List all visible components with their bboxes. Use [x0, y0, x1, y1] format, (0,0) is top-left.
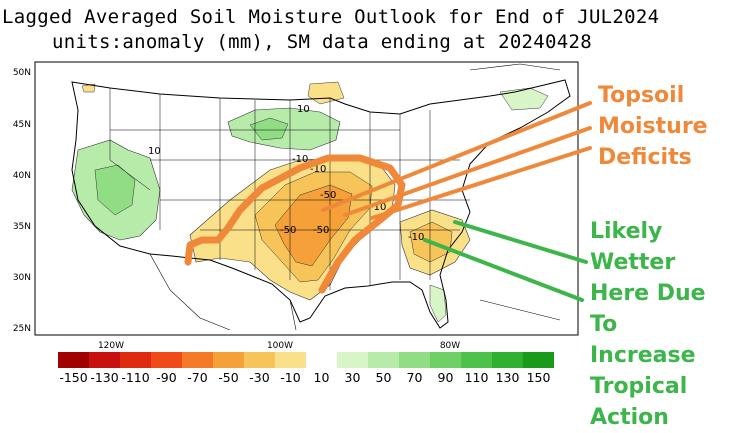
lon-label-120w: 120W — [98, 341, 124, 351]
lat-label-50n: 50N — [13, 68, 31, 78]
deficit-pointer-lines — [321, 101, 592, 220]
colorbar-tick-label: -70 — [187, 370, 207, 385]
colorbar-tick-label: -110 — [121, 370, 149, 385]
colorbar-swatch — [244, 352, 275, 368]
colorbar-swatch — [58, 352, 89, 368]
contour-labels: 10 -10 10 -10 -50 -50 -50 -10 -10 — [148, 104, 424, 243]
topsoil-deficit-callout: Topsoil Moisture Deficits — [598, 80, 708, 173]
colorbar-tick-label: 150 — [527, 370, 551, 385]
callout-line: Action — [590, 405, 669, 430]
colorbar-swatch — [461, 352, 492, 368]
colorbar-tick-label: -150 — [59, 370, 87, 385]
colorbar-tick-label: 130 — [496, 370, 520, 385]
neighbor-coastlines — [149, 63, 561, 331]
wetter-tropical-callout: Likely Wetter Here Due To Increase Tropi… — [590, 216, 739, 433]
lat-label-30n: 30N — [13, 273, 31, 283]
lat-label-25n: 25N — [13, 324, 31, 334]
map-title-line-2: units:anomaly (mm), SM data ending at 20… — [52, 31, 592, 53]
contour-label: 10 — [148, 146, 161, 157]
callout-line: Tropical — [590, 374, 688, 399]
florida-wet-area — [429, 284, 447, 323]
callout-line: Increase — [590, 343, 696, 368]
colorbar-swatch — [399, 352, 430, 368]
colorbar-tick-label: 110 — [465, 370, 489, 385]
colorbar-swatch — [213, 352, 244, 368]
colorbar-swatch — [492, 352, 523, 368]
colorbar-swatch — [337, 352, 368, 368]
callout-line: Likely Wetter — [590, 219, 676, 275]
colorbar: -150 -130 -110 -90 -70 -50 -30 -10 10 30 50 70 90 110… — [58, 352, 554, 385]
lat-label-35n: 35N — [13, 222, 31, 232]
latitude-labels: 50N 45N 40N 35N 30N 25N — [13, 68, 31, 334]
colorbar-swatch — [306, 352, 337, 368]
colorbar-tick-label: -30 — [249, 370, 269, 385]
north-wet-core-area — [249, 117, 289, 141]
colorbar-swatch — [89, 352, 120, 368]
callout-line: Moisture — [598, 114, 708, 139]
colorbar-swatch — [368, 352, 399, 368]
map-title-line-1: Lagged Averaged Soil Moisture Outlook fo… — [2, 6, 660, 28]
lon-label-80w: 80W — [440, 341, 460, 351]
soil-moisture-map: 50N 45N 40N 35N 30N 25N 120W 100W 80W 10… — [13, 61, 592, 385]
contour-label: 10 — [297, 104, 310, 115]
colorbar-swatch — [120, 352, 151, 368]
northeast-wet-area — [499, 87, 549, 111]
wetter-pointer-lines — [423, 220, 588, 302]
contour-label: -50 — [280, 225, 296, 236]
colorbar-swatch — [182, 352, 213, 368]
colorbar-swatch — [151, 352, 182, 368]
callout-line: Topsoil — [598, 83, 685, 108]
callout-line: Deficits — [598, 145, 692, 170]
contour-label: -10 — [408, 232, 424, 243]
contour-label: -10 — [310, 164, 326, 175]
longitude-labels: 120W 100W 80W — [98, 341, 460, 351]
colorbar-swatch — [430, 352, 461, 368]
colorbar-tick-label: 70 — [407, 370, 423, 385]
contour-label: -10 — [370, 202, 386, 213]
callout-line: Here Due To — [590, 281, 706, 337]
contour-label: -10 — [292, 154, 308, 165]
us-outline — [71, 79, 571, 329]
contour-label: -50 — [313, 225, 329, 236]
colorbar-tick-label: -90 — [156, 370, 176, 385]
lat-label-40n: 40N — [13, 171, 31, 181]
colorbar-swatch — [275, 352, 306, 368]
colorbar-tick-label: -130 — [90, 370, 118, 385]
west-wet-core-area — [94, 164, 136, 216]
colorbar-tick-label: -10 — [280, 370, 300, 385]
colorbar-swatch — [523, 352, 554, 368]
lon-label-100w: 100W — [267, 341, 293, 351]
lat-label-45n: 45N — [13, 120, 31, 130]
colorbar-tick-label: 10 — [314, 370, 330, 385]
colorbar-tick-label: 90 — [438, 370, 454, 385]
contour-label: -50 — [320, 190, 336, 201]
colorbar-tick-label: -50 — [218, 370, 238, 385]
colorbar-tick-label: 30 — [345, 370, 361, 385]
deficit-region-outline — [184, 154, 406, 294]
colorbar-tick-label: 50 — [376, 370, 392, 385]
